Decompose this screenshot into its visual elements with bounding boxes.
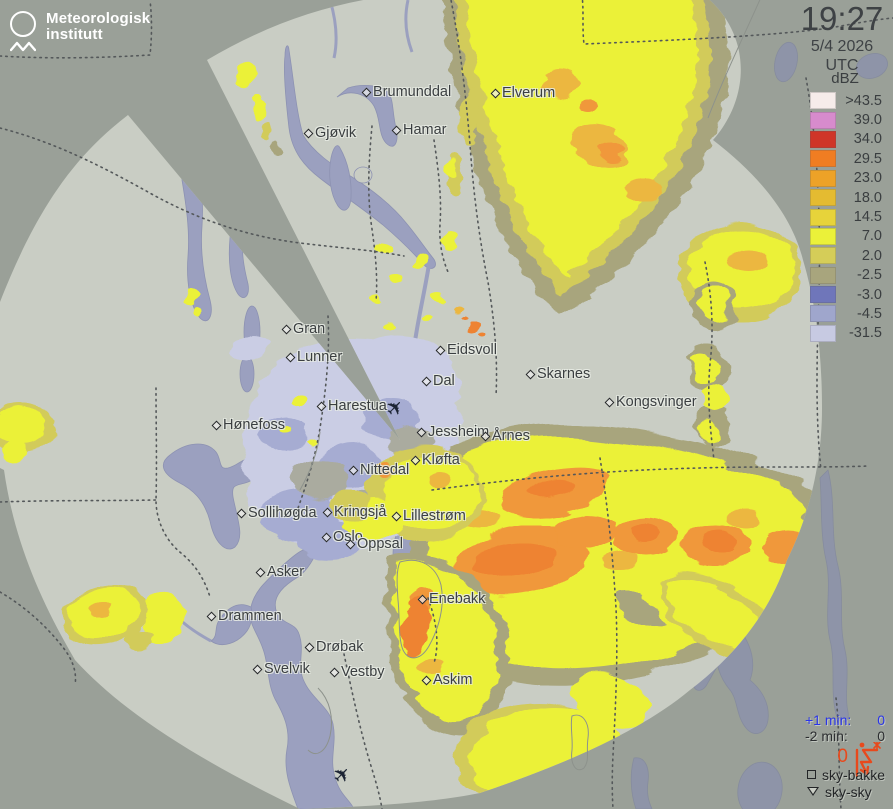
legend-value: -31.5 xyxy=(848,325,882,342)
cloud-to-ground-label: sky-bakke xyxy=(821,766,885,783)
legend-row: 39.0 xyxy=(802,110,888,129)
legend-row: 29.5 xyxy=(802,149,888,168)
legend-row: 2.0 xyxy=(802,246,888,265)
legend-swatch xyxy=(810,130,836,148)
legend-row: 18.0 xyxy=(802,188,888,207)
minus2-min-label: -2 min: xyxy=(805,728,848,745)
legend-value: 29.5 xyxy=(853,150,882,167)
legend-row: -31.5 xyxy=(802,324,888,343)
lightning-strike-indicator: 0 xyxy=(837,742,883,780)
legend-value: 39.0 xyxy=(853,112,882,129)
date-display: 5/4 2026 xyxy=(810,37,874,55)
legend-value: 2.0 xyxy=(861,247,882,264)
legend-row: -3.0 xyxy=(802,285,888,304)
legend-row: 23.0 xyxy=(802,169,888,188)
legend-value: 7.0 xyxy=(861,228,882,245)
time-display: 19:27 xyxy=(800,0,884,37)
legend-row: 7.0 xyxy=(802,227,888,246)
met-institute-logo: Meteorologisk institutt xyxy=(10,10,151,52)
legend-row: 34.0 xyxy=(802,130,888,149)
legend-value: -4.5 xyxy=(857,305,882,322)
legend-row: 14.5 xyxy=(802,207,888,226)
legend-title: dBZ xyxy=(831,70,859,87)
legend-value: -2.5 xyxy=(857,267,882,284)
cloud-to-cloud-label: sky-sky xyxy=(824,783,872,800)
legend-row: -2.5 xyxy=(802,266,888,285)
legend-swatch xyxy=(810,150,836,168)
legend-swatch xyxy=(810,266,836,284)
timezone-label: UTC xyxy=(825,56,859,74)
plus1-min-value: 0 xyxy=(877,712,885,728)
legend-value: 18.0 xyxy=(853,189,882,206)
lightning-icon xyxy=(855,742,881,778)
legend-swatch xyxy=(810,111,836,129)
legend-swatch xyxy=(810,227,836,245)
cloud-to-ground-icon xyxy=(806,770,816,779)
minus2-min-value: 0 xyxy=(877,728,885,745)
legend-swatch xyxy=(810,189,836,207)
plus1-min-label: +1 min: xyxy=(805,712,852,728)
legend-value: >43.5 xyxy=(845,92,882,109)
legend-row: >43.5 xyxy=(802,91,888,110)
legend-swatch xyxy=(810,247,836,265)
legend-swatch xyxy=(810,92,836,110)
legend-swatch xyxy=(810,286,836,304)
cloud-to-cloud-icon xyxy=(806,787,819,796)
lightning-count: 0 xyxy=(837,746,848,767)
org-name-line1: Meteorologisk xyxy=(46,10,151,27)
lightning-type-legend: sky-bakke sky-sky xyxy=(806,766,885,800)
timestamp-block: 19:27 5/4 2026 UTC xyxy=(797,0,887,75)
legend-value: 34.0 xyxy=(853,131,882,148)
legend-swatch xyxy=(810,305,836,323)
legend-row: -4.5 xyxy=(802,304,888,323)
legend-value: 14.5 xyxy=(853,209,882,226)
legend-swatch xyxy=(810,208,836,226)
legend-swatch xyxy=(810,324,836,342)
org-name-line2: institutt xyxy=(46,26,103,44)
municipal-lines xyxy=(299,0,761,771)
legend-value: 23.0 xyxy=(853,170,882,187)
legend-rows: >43.5 39.0 34.0 29.5 23.0 18.0 14.5 7.0 2.0 -2.5 -… xyxy=(802,91,888,343)
dbz-legend: dBZ >43.5 39.0 34.0 29.5 23.0 18.0 14.5 7.0 2.0 -… xyxy=(802,70,888,343)
wave-icon xyxy=(10,41,36,52)
legend-value: -3.0 xyxy=(857,286,882,303)
legend-swatch xyxy=(810,169,836,187)
logo-mark-icon xyxy=(10,11,36,52)
lightning-status-block: +1 min: 0 -2 min: 0 xyxy=(805,712,885,744)
